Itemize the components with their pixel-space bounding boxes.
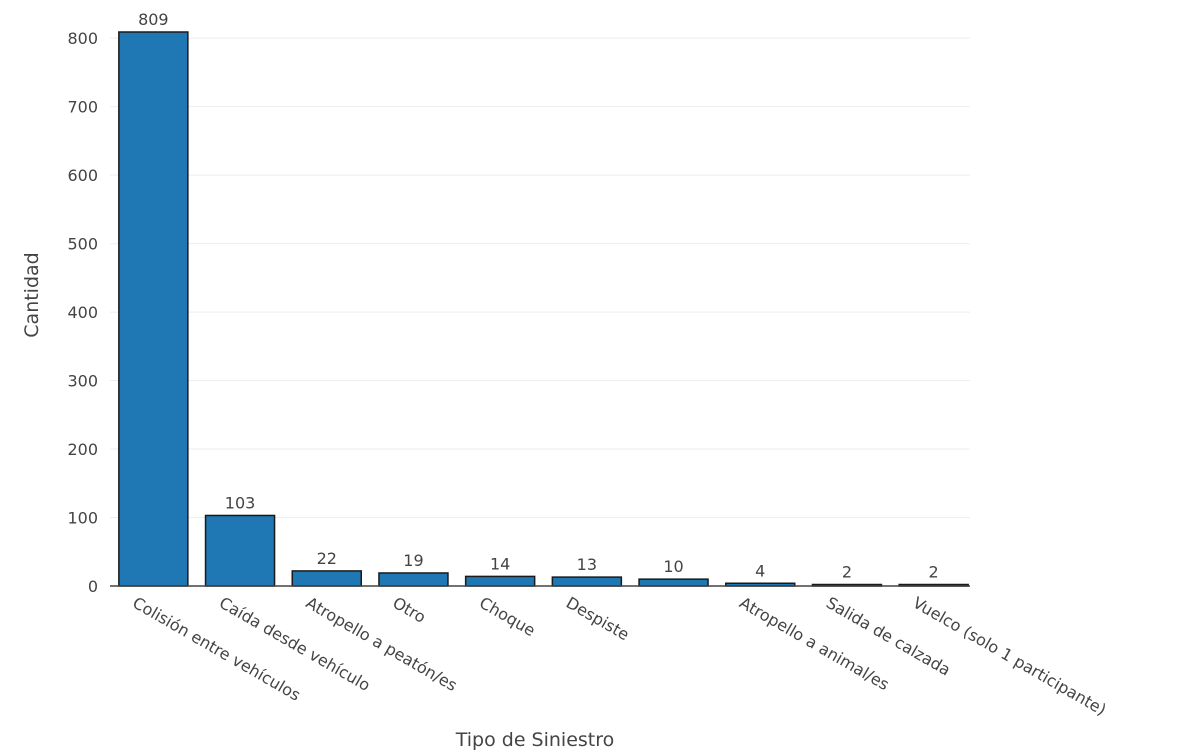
bar[interactable]	[291, 570, 362, 587]
bar-value-label: 4	[755, 561, 765, 580]
y-tick-label: 600	[67, 166, 98, 185]
bar-value-label: 14	[490, 554, 510, 573]
x-tick-label: Caída desde vehículo	[216, 593, 374, 695]
bar-value-label: 2	[842, 563, 852, 582]
y-tick-label: 200	[67, 440, 98, 459]
gridlines	[110, 37, 970, 519]
x-tick-label: Otro	[389, 593, 429, 627]
x-tick-label: Atropello a animal/es	[736, 593, 892, 694]
bar-value-label: 22	[317, 549, 337, 568]
bar[interactable]	[118, 31, 189, 587]
x-axis-title: Tipo de Siniestro	[455, 729, 615, 751]
bars	[118, 31, 969, 587]
bar-value-label: 103	[225, 493, 256, 512]
bar-value-label: 10	[663, 557, 683, 576]
bar[interactable]	[378, 572, 449, 587]
bar[interactable]	[551, 576, 623, 587]
bar-value-label: 19	[403, 551, 423, 570]
x-tick-label: Despiste	[563, 593, 633, 644]
y-tick-label: 300	[67, 372, 98, 391]
x-tick-label: Choque	[476, 593, 539, 640]
bar-value-label: 809	[138, 10, 169, 29]
y-tick-label: 0	[88, 577, 98, 596]
y-axis-title: Cantidad	[21, 252, 43, 337]
x-tick-label: Atropello a peatón/es	[303, 593, 461, 695]
y-tick-label: 400	[67, 303, 98, 322]
bar[interactable]	[638, 578, 709, 587]
y-axis-ticks: 0 100 200 300 400 500 600 700 800	[67, 29, 98, 596]
y-tick-label: 500	[67, 235, 98, 254]
bar-value-label: 2	[929, 563, 939, 582]
bar[interactable]	[204, 514, 276, 587]
y-tick-label: 100	[67, 509, 98, 528]
y-tick-label: 800	[67, 29, 98, 48]
y-tick-label: 700	[67, 98, 98, 117]
bar-value-label: 13	[577, 555, 597, 574]
bar[interactable]	[464, 575, 536, 587]
